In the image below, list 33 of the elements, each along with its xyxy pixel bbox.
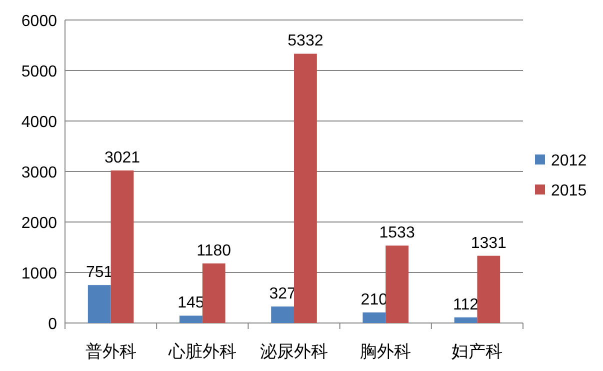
bar (294, 54, 317, 323)
data-label: 1180 (196, 242, 232, 260)
bar (477, 256, 500, 323)
x-tick-label: 胸外科 (360, 342, 412, 361)
data-label: 145 (178, 294, 204, 312)
data-label: 1533 (379, 224, 415, 242)
data-label: 1331 (470, 234, 507, 252)
data-label: 3021 (104, 149, 140, 166)
y-tick-label: 5000 (21, 64, 58, 80)
bar (110, 170, 134, 323)
y-tick-label: 3000 (21, 164, 58, 182)
bar (180, 316, 202, 323)
x-tick-label: 普外科 (85, 342, 136, 361)
legend-label: 2015 (551, 182, 587, 200)
y-tick-label: 0 (48, 316, 58, 333)
y-tick-label: 4000 (21, 114, 58, 131)
bar (362, 312, 386, 323)
bar (202, 263, 226, 323)
y-tick-label: 6000 (21, 13, 58, 30)
y-tick-label: 2000 (21, 215, 58, 232)
bar (386, 246, 408, 323)
data-label: 112 (452, 296, 479, 314)
x-tick-label: 妇产科 (452, 342, 503, 361)
bar (271, 306, 294, 323)
data-label: 751 (86, 264, 113, 282)
data-label: 5332 (288, 32, 324, 50)
y-tick-label: 1000 (21, 266, 58, 282)
x-tick-label: 泌尿外科 (260, 342, 328, 361)
legend-label: 2012 (551, 152, 587, 170)
bar (454, 317, 478, 323)
data-label: 327 (269, 285, 296, 302)
bar (88, 285, 111, 323)
x-tick-label: 心脏外科 (167, 342, 236, 361)
